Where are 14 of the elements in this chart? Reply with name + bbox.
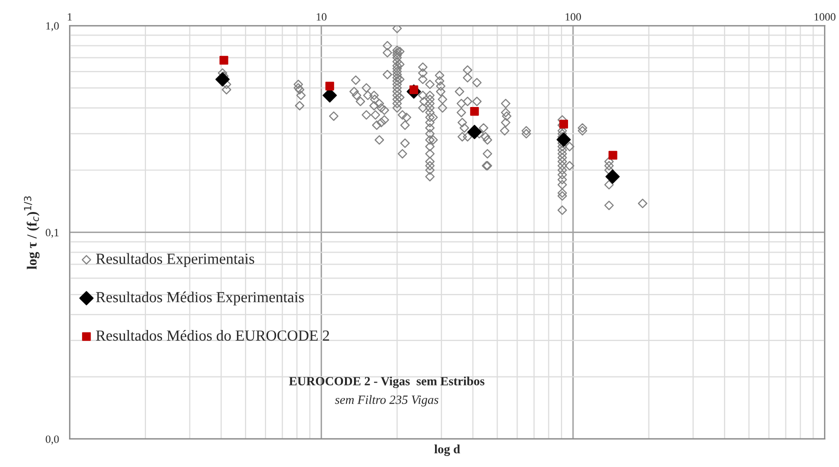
x-tick-label: 1000 xyxy=(814,13,836,21)
text: EUROCODE 2 - Vigas sem Estribos xyxy=(289,376,484,388)
x-tick-label: 10 xyxy=(316,13,326,21)
legend-label: Resultados Médios Experimentais xyxy=(96,292,304,306)
x-tick-label: 100 xyxy=(566,13,581,21)
y-tick-label: 0,1 xyxy=(46,228,59,238)
x-axis-title: log d xyxy=(434,444,460,456)
x-tick-label: 1 xyxy=(68,13,72,21)
y-axis-title: log τ / (f$_{c}$)$^{1/3}$ xyxy=(24,196,40,270)
legend-label: Resultados Experimentais xyxy=(96,253,254,268)
y-tick-label: 1,0 xyxy=(46,22,59,32)
y-tick-label: 0,0 xyxy=(46,435,59,445)
legend-label: Resultados Médios do EUROCODE 2 xyxy=(96,330,330,341)
text: sem Filtro 235 Vigas xyxy=(335,395,438,407)
